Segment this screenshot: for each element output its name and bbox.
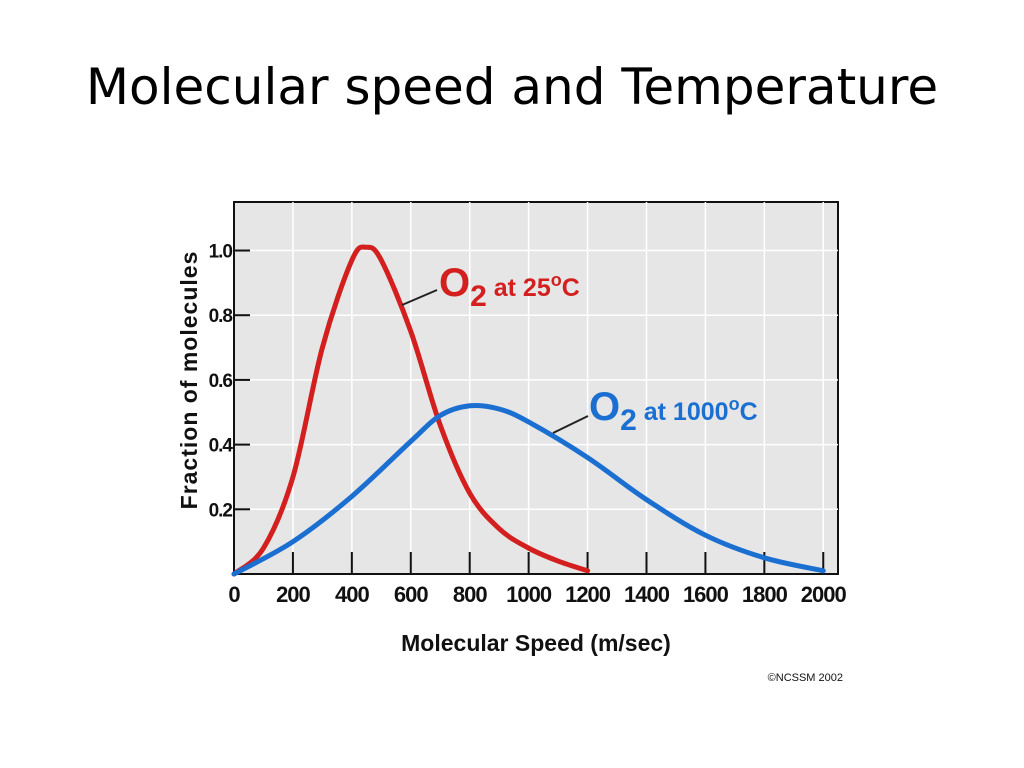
y-tick-label-1: 1.0	[209, 242, 233, 263]
x-tick-label-1400: 1400	[624, 582, 670, 607]
y-tick-label-0.8: 0.8	[209, 306, 233, 327]
series-labels: O2 at 25oC O2 at 1000oC	[439, 261, 758, 437]
x-tick-labels: 0 200 400 600 800 1000 1200 1400 1600 1800 2000	[228, 582, 847, 607]
x-tick-label-1800: 1800	[742, 582, 788, 607]
x-tick-label-200: 200	[276, 582, 310, 607]
x-tick-label-1000: 1000	[506, 582, 552, 607]
x-tick-label-1600: 1600	[683, 582, 729, 607]
y-tick-label-0.2: 0.2	[209, 500, 233, 521]
x-tick-label-600: 600	[394, 582, 428, 607]
x-tick-label-400: 400	[335, 582, 369, 607]
axis-ticks	[233, 249, 825, 574]
x-tick-label-800: 800	[453, 582, 487, 607]
series-line-0	[231, 244, 591, 577]
label-leader-lines	[401, 289, 589, 434]
series-label-1: O2 at 1000oC	[589, 385, 758, 437]
leader-line-0	[401, 289, 438, 306]
y-tick-labels: 0.2 0.4 0.6 0.8 1.0	[209, 242, 235, 522]
y-tick-label-0.4: 0.4	[209, 436, 234, 457]
slide-title: Molecular speed and Temperature	[85, 58, 939, 116]
series-label-0: O2 at 25oC	[439, 261, 580, 313]
copyright-credit: ©NCSSM 2002	[768, 672, 843, 684]
leader-line-1	[552, 415, 589, 434]
y-tick-label-0.6: 0.6	[209, 371, 233, 392]
x-axis-label: Molecular Speed (m/sec)	[401, 630, 671, 656]
x-tick-label-2000: 2000	[801, 582, 847, 607]
data-series	[231, 244, 826, 577]
x-tick-label-0: 0	[228, 582, 240, 607]
x-tick-label-1200: 1200	[565, 582, 611, 607]
series-line-1	[231, 402, 826, 577]
y-axis-label: Fraction of molecules	[176, 251, 202, 510]
